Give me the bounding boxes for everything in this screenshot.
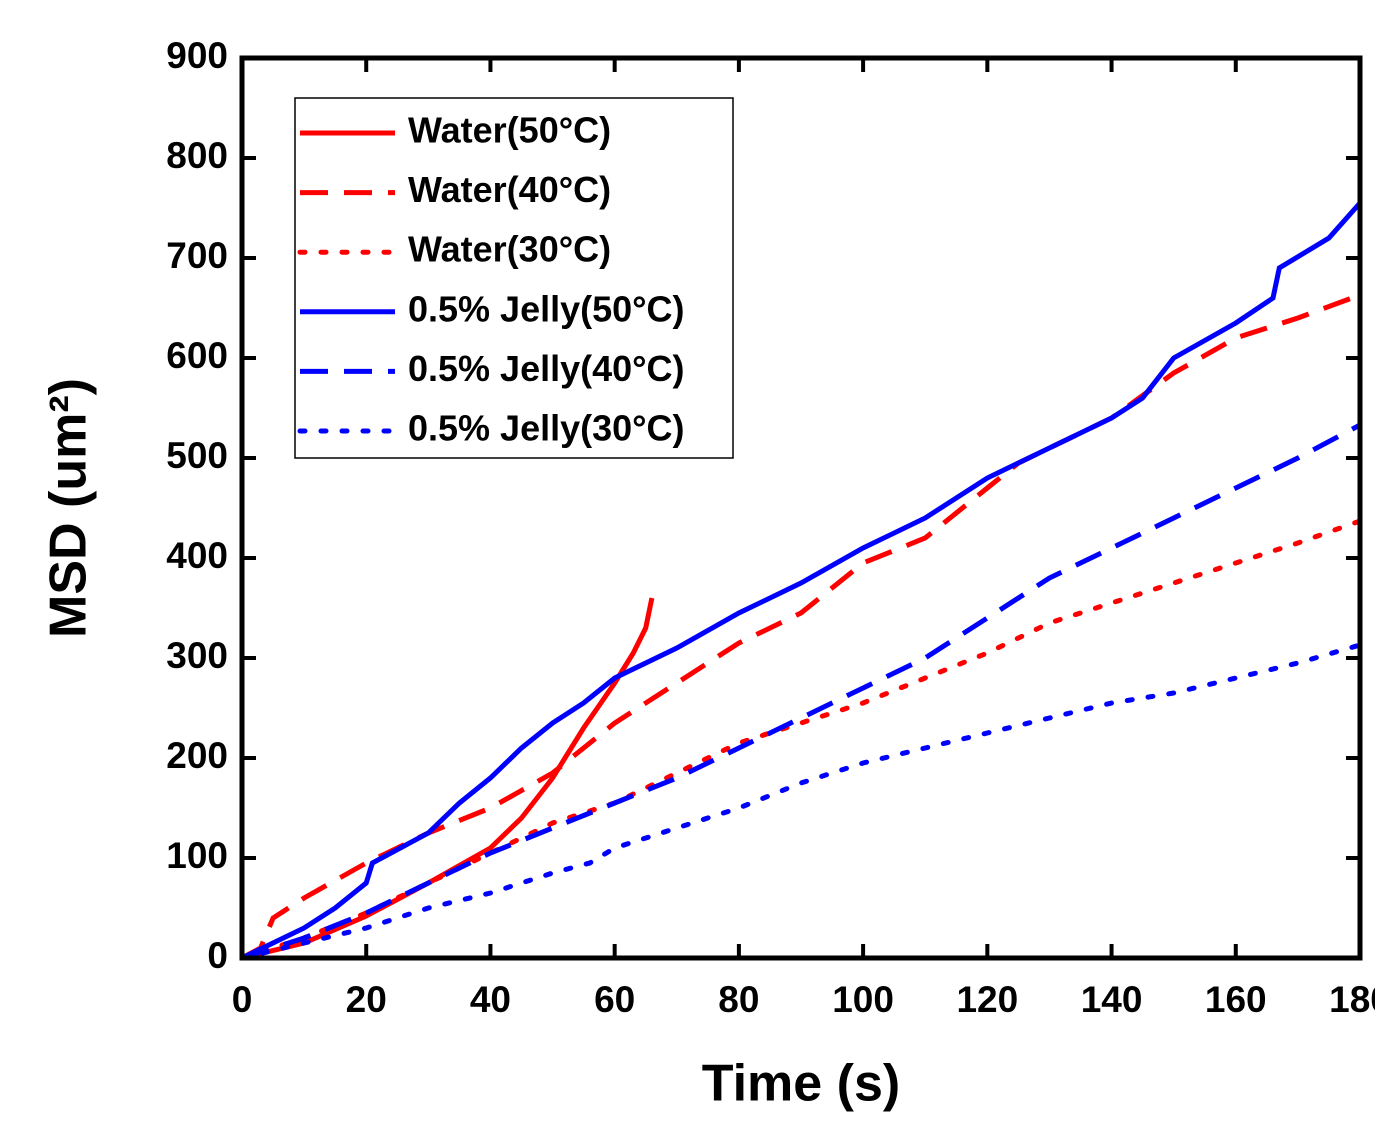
x-tick-label: 100 [832, 979, 894, 1020]
data-line [240, 201, 1362, 961]
legend-label: Water(30°C) [408, 229, 611, 270]
x-tick-label: 160 [1205, 979, 1267, 1020]
legend-label: Water(40°C) [408, 169, 611, 210]
data-line [240, 292, 1361, 961]
y-tick-label: 700 [166, 235, 228, 276]
legend-box [294, 97, 734, 459]
x-tick-label: 60 [594, 979, 635, 1020]
legend-label: 0.5% Jelly(50°C) [408, 288, 685, 329]
y-tick-label: 500 [166, 435, 228, 476]
x-tick-label: 20 [346, 979, 387, 1020]
x-tick-label: 120 [956, 979, 1018, 1020]
y-axis-title: MSD (um²) [40, 378, 98, 638]
y-tick-label: 800 [166, 135, 228, 176]
x-tick-label: 80 [718, 979, 759, 1020]
x-axis-title: Time (s) [702, 1055, 900, 1113]
legend-label: 0.5% Jelly(40°C) [408, 348, 685, 389]
x-tick-label: 0 [232, 979, 253, 1020]
x-tick-label: 40 [470, 979, 511, 1020]
data-line [241, 422, 1362, 961]
data-line [239, 518, 1363, 961]
x-tick-label: 140 [1081, 979, 1143, 1020]
y-tick-label: 600 [166, 335, 228, 376]
plot-frame [239, 55, 1363, 961]
data-line [239, 642, 1363, 961]
legend: Water(50°C) Water(40°C) Water(30°C) 0.5% Je… [294, 97, 734, 459]
x-tick-label: 180 [1329, 979, 1375, 1020]
legend-label: Water(50°C) [408, 110, 611, 151]
y-tick-label: 300 [166, 635, 228, 676]
y-tick-label: 400 [166, 535, 228, 576]
data-line [241, 597, 655, 961]
legend-label: 0.5% Jelly(30°C) [408, 408, 685, 449]
y-tick-label: 100 [166, 835, 228, 876]
y-tick-label: 200 [166, 735, 228, 776]
y-tick-label: 900 [166, 35, 228, 76]
y-tick-label: 0 [207, 935, 228, 976]
